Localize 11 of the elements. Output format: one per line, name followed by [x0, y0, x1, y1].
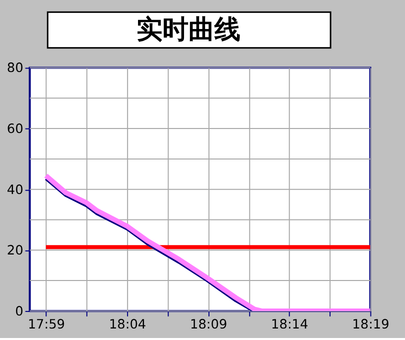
y-tick-label: 20 — [6, 244, 24, 259]
x-tick-label: 17:59 — [28, 317, 65, 332]
chart-title: 实时曲线 — [136, 14, 241, 45]
x-tick-label: 18:04 — [108, 317, 146, 332]
x-tick-label: 18:14 — [271, 317, 308, 332]
x-tick-label: 18:09 — [190, 317, 228, 332]
y-tick-label: 0 — [15, 304, 24, 320]
y-tick-label: 60 — [6, 122, 24, 138]
x-tick-label: 18:19 — [352, 317, 390, 332]
y-tick-label: 80 — [6, 61, 24, 76]
y-tick-label: 40 — [6, 182, 24, 198]
